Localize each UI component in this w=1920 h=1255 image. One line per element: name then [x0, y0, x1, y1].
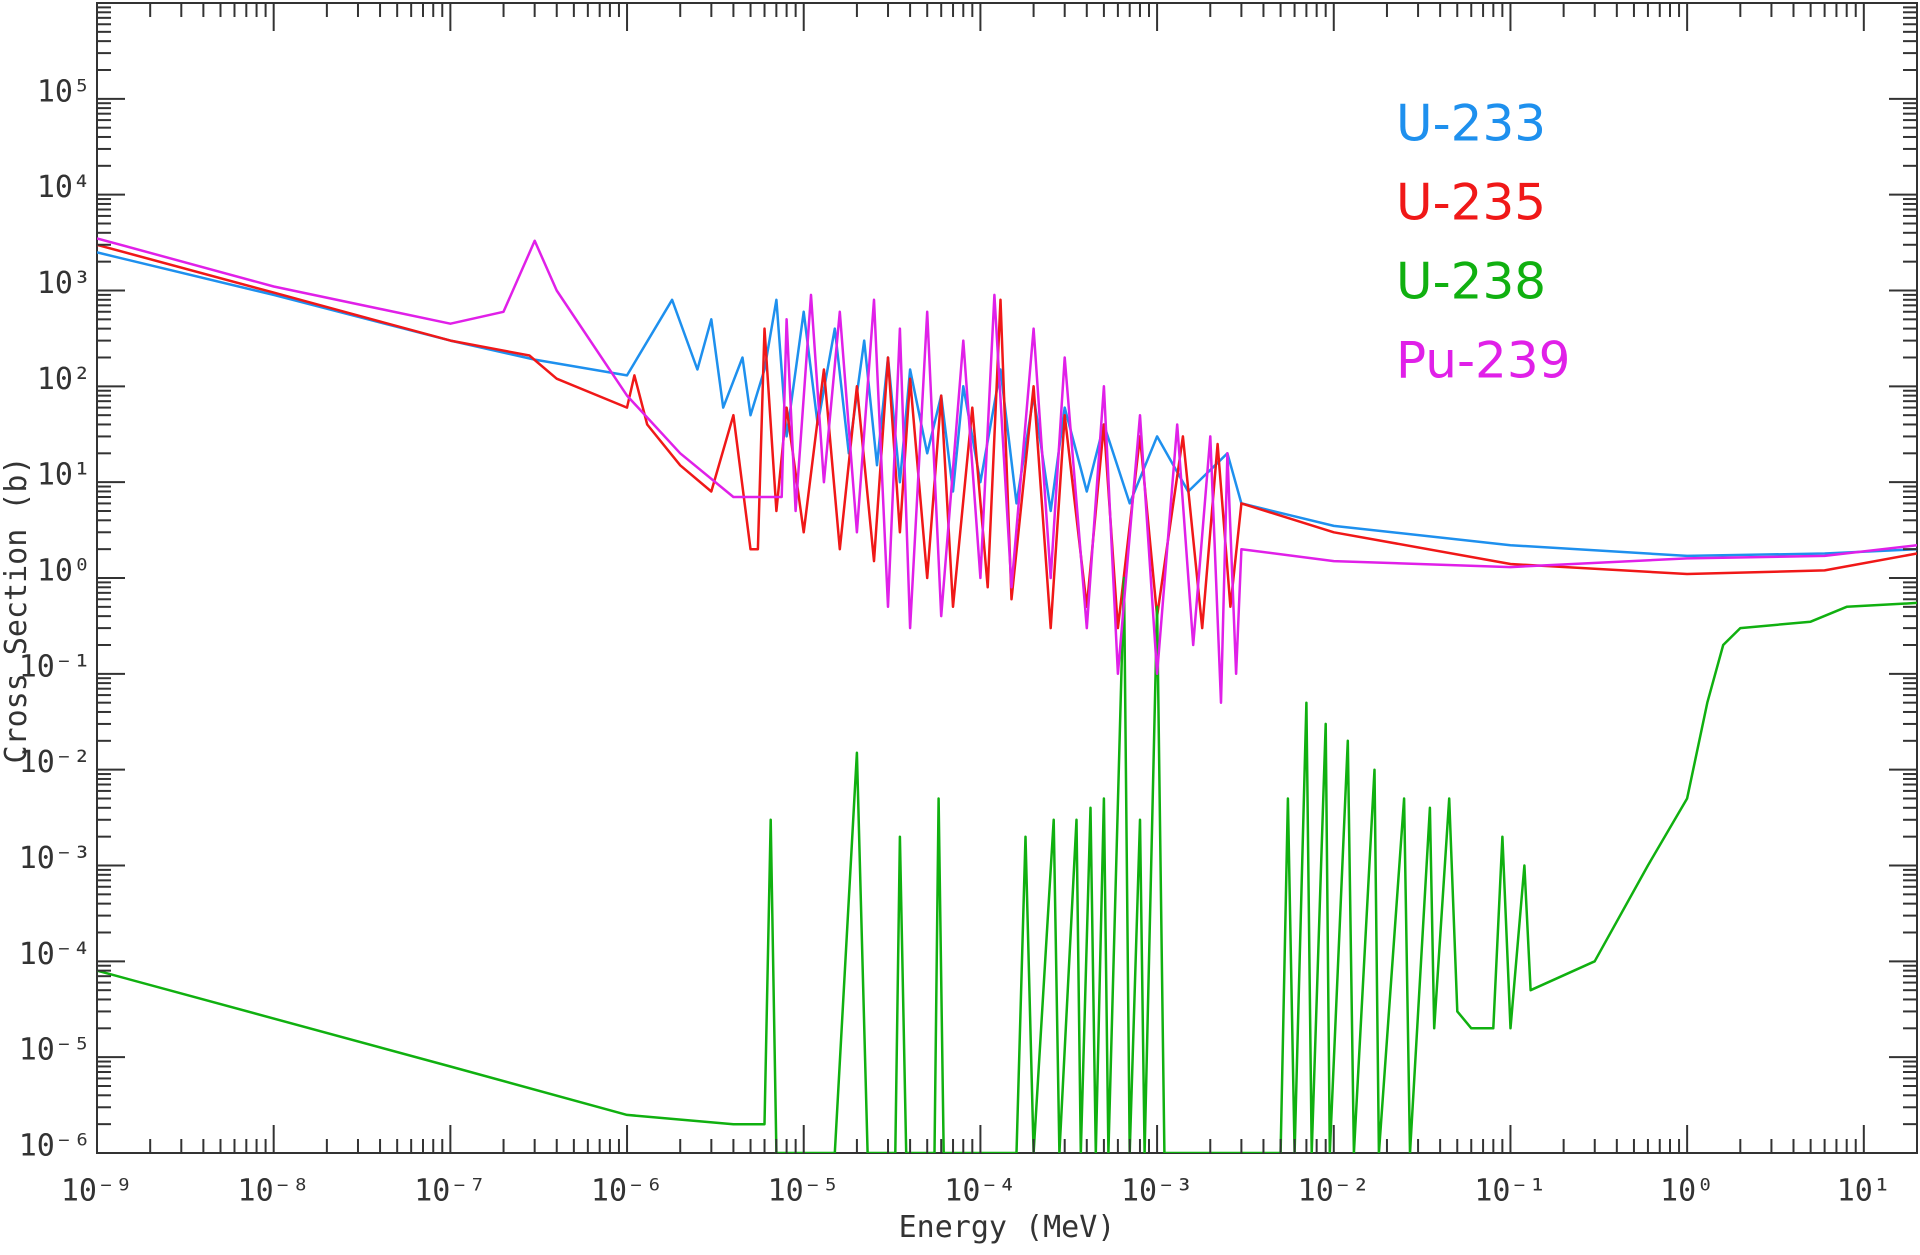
y-tick-label: 10⁴ [37, 170, 91, 205]
y-tick-label: 10⁻⁴ [19, 937, 91, 972]
x-axis-label: Energy (MeV) [899, 1210, 1116, 1245]
x-tick-label: 10⁻⁹ [61, 1174, 133, 1209]
y-tick-label: 10⁻² [19, 745, 91, 780]
series-line [97, 576, 1917, 1153]
legend-entry: Pu-239 [1396, 332, 1570, 390]
y-tick-label: 10⁵ [37, 74, 91, 109]
plot-area [97, 237, 1917, 1153]
legend-entry: U-235 [1396, 174, 1546, 232]
y-tick-label: 10⁻³ [19, 841, 91, 876]
y-tick-label: 10⁰ [37, 554, 91, 589]
y-tick-label: 10³ [37, 266, 91, 301]
x-tick-label: 10¹ [1837, 1174, 1891, 1209]
x-tick-label: 10⁻¹ [1474, 1174, 1546, 1209]
x-tick-label: 10⁻⁵ [768, 1174, 840, 1209]
legend-entry: U-238 [1396, 253, 1546, 311]
series-line [97, 237, 1917, 704]
y-axis-label: Cross Section (b) [0, 456, 34, 763]
y-tick-label: 10² [37, 362, 91, 397]
x-tick-label: 10⁻² [1298, 1174, 1370, 1209]
x-tick-label: 10⁻³ [1121, 1174, 1193, 1209]
x-tick-label: 10⁻⁶ [591, 1174, 663, 1209]
x-tick-label: 10⁻⁴ [944, 1174, 1016, 1209]
x-tick-label: 10⁻⁸ [238, 1174, 310, 1209]
y-tick-label: 10⁻⁵ [19, 1033, 91, 1068]
y-tick-label: 10⁻¹ [19, 649, 91, 684]
series-line [97, 243, 1917, 630]
x-tick-label: 10⁰ [1660, 1174, 1714, 1209]
legend-entry: U-233 [1396, 95, 1546, 153]
plot-frame [96, 2, 1918, 1154]
y-tick-label: 10¹ [37, 458, 91, 493]
y-tick-label: 10⁻⁶ [19, 1129, 91, 1164]
x-tick-label: 10⁻⁷ [414, 1174, 486, 1209]
